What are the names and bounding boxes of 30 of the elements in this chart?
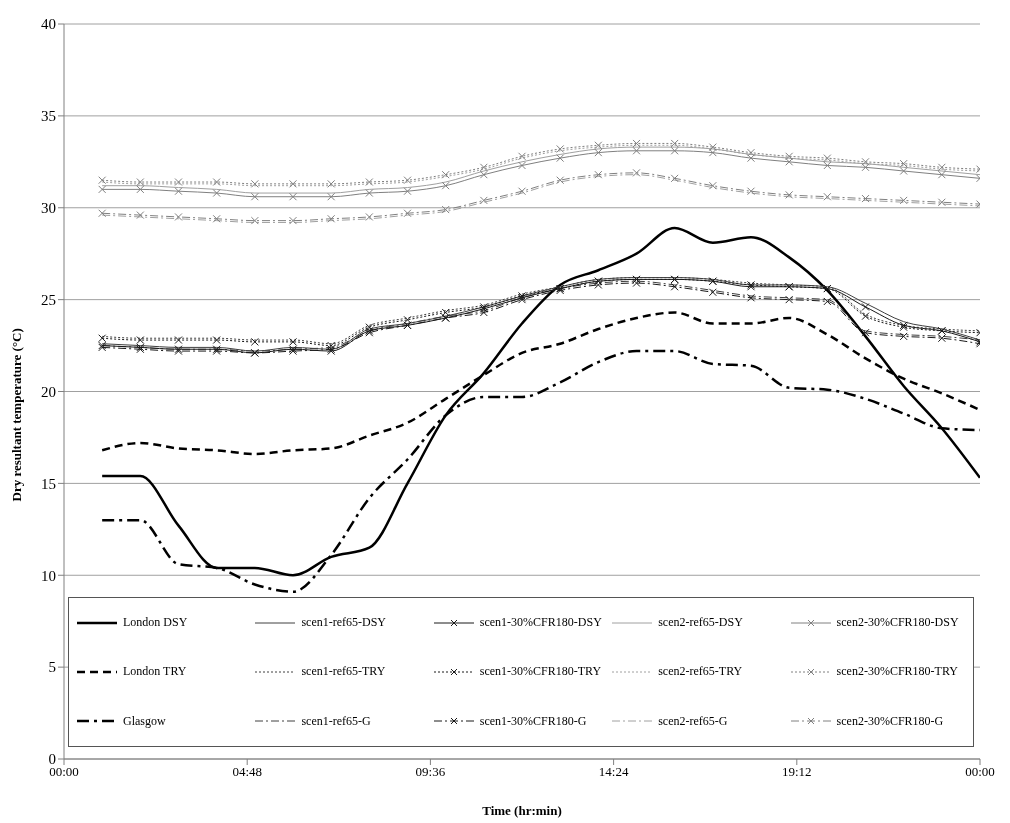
y-tick-label: 15 (41, 475, 56, 492)
legend-label: scen1-ref65-DSY (301, 615, 387, 631)
y-axis-title: Dry resultant temperature (°C) (8, 328, 24, 502)
x-tick-label: 19:12 (781, 764, 812, 780)
y-tick-label: 20 (41, 383, 56, 400)
legend-label: London TRY (123, 664, 187, 680)
legend-label: scen1-ref65-TRY (301, 664, 386, 680)
y-tick-label: 30 (41, 200, 56, 217)
y-tick-label: 40 (41, 16, 56, 33)
legend-label: scen1-30%CFR180-TRY (479, 664, 602, 680)
legend-label: scen2-ref65-DSY (658, 615, 743, 631)
legend-label: scen2-ref65-G (658, 713, 728, 729)
legend-label: scen2-ref65-TRY (658, 664, 743, 680)
legend-label: London DSY (123, 615, 188, 631)
y-tick-label: 10 (41, 567, 56, 584)
x-tick-label: 09:36 (415, 764, 446, 780)
x-tick-label: 04:48 (232, 764, 263, 780)
y-tick-label: 5 (48, 659, 56, 676)
legend-label: scen1-30%CFR180-G (479, 713, 587, 729)
legend-label: scen1-ref65-G (301, 713, 371, 729)
x-axis-title: Time (hr:min) (482, 803, 562, 818)
x-tick-label: 00:00 (965, 764, 995, 780)
legend-label: scen2-30%CFR180-G (836, 713, 944, 729)
legend-label: scen2-30%CFR180-TRY (836, 664, 958, 680)
legend-label: Glasgow (123, 713, 166, 729)
legend-label: scen1-30%CFR180-DSY (479, 615, 602, 631)
x-tick-label: 14:24 (598, 764, 629, 780)
legend-label: scen2-30%CFR180-DSY (836, 615, 959, 631)
y-tick-label: 35 (41, 108, 56, 125)
y-tick-label: 25 (41, 291, 56, 308)
